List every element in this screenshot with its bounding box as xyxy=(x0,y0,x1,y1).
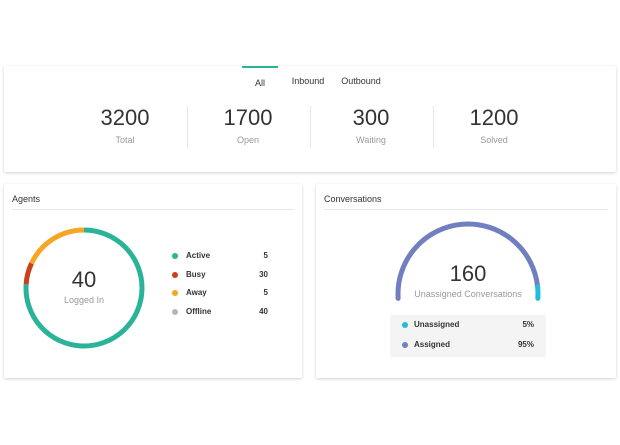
legend-label: Active xyxy=(186,251,211,260)
assigned-dot-icon xyxy=(402,342,408,348)
conversations-gauge-chart xyxy=(395,221,541,301)
legend-item-unassigned: Unassigned 5% xyxy=(390,319,546,335)
agents-center: 40 Logged In xyxy=(34,267,134,306)
away-dot-icon xyxy=(172,290,178,296)
channel-tabs: All Inbound Outbound xyxy=(4,66,616,96)
legend-value: 40 xyxy=(259,306,268,316)
stat-total-label: Total xyxy=(115,135,135,145)
legend-label: Unassigned xyxy=(414,320,460,329)
legend-value: 5 xyxy=(263,251,268,260)
conversations-card: Conversations 160 Unassigned Conversatio… xyxy=(316,184,616,378)
conversations-center: 160 Unassigned Conversations xyxy=(396,261,540,300)
legend-item-offline: Offline 40 xyxy=(172,306,268,325)
agents-donut-chart xyxy=(23,227,145,349)
agents-title: Agents xyxy=(12,194,41,204)
legend-label: Busy xyxy=(186,269,206,279)
stat-divider xyxy=(433,106,434,148)
agents-logged-in-count: 40 xyxy=(71,267,97,292)
stat-divider xyxy=(310,106,311,148)
legend-value: 95% xyxy=(517,340,534,349)
legend-label: Away xyxy=(186,288,207,297)
legend-value: 30 xyxy=(259,269,268,279)
unassigned-count: 160 xyxy=(449,261,487,286)
divider xyxy=(324,209,608,210)
stat-solved-label: Solved xyxy=(480,135,508,145)
stat-open: 1700 Open xyxy=(186,105,310,146)
unassigned-dot-icon xyxy=(402,322,408,328)
active-dot-icon xyxy=(172,253,178,259)
agents-logged-in-label: Logged In xyxy=(63,295,105,305)
offline-dot-icon xyxy=(172,308,178,315)
tab-inbound[interactable]: Inbound xyxy=(291,76,325,86)
agents-legend: Active 5 Busy 30 Away 5 Offline 40 xyxy=(172,250,268,324)
conversations-legend: Unassigned 5% Assigned 95% xyxy=(390,315,546,357)
legend-value: 5% xyxy=(522,320,534,329)
stat-open-label: Open xyxy=(236,135,260,145)
stat-divider xyxy=(187,106,188,148)
stat-open-value: 1700 xyxy=(223,105,273,130)
conversations-title: Conversations xyxy=(324,194,382,204)
gauge-segment-assigned xyxy=(395,221,541,301)
stat-solved: 1200 Solved xyxy=(432,105,556,146)
donut-slice-away xyxy=(29,227,85,265)
unassigned-label: Unassigned Conversations xyxy=(414,289,522,299)
donut-slice-busy xyxy=(23,262,34,285)
legend-value: 5 xyxy=(263,288,268,297)
agents-card: Agents 40 Logged In Active 5 Busy 30 Awa… xyxy=(4,184,302,378)
stat-total-value: 3200 xyxy=(100,105,150,130)
legend-item-active: Active 5 xyxy=(172,250,268,269)
stat-waiting-label: Waiting xyxy=(356,135,386,145)
donut-slice-active xyxy=(23,227,145,349)
legend-item-assigned: Assigned 95% xyxy=(390,339,546,355)
legend-item-away: Away 5 xyxy=(172,287,268,306)
legend-label: Assigned xyxy=(414,340,451,349)
stat-total: 3200 Total xyxy=(63,105,187,146)
legend-label: Offline xyxy=(186,306,212,316)
stat-solved-value: 1200 xyxy=(469,105,519,130)
legend-item-busy: Busy 30 xyxy=(172,269,268,288)
tab-all[interactable]: All xyxy=(242,66,278,92)
stat-waiting: 300 Waiting xyxy=(309,105,433,146)
busy-dot-icon xyxy=(172,271,178,278)
summary-card: All Inbound Outbound 3200 Total 1700 Ope… xyxy=(4,66,616,172)
divider xyxy=(12,209,294,210)
stat-waiting-value: 300 xyxy=(352,105,390,130)
stats-row: 3200 Total 1700 Open 300 Waiting 1200 So… xyxy=(4,106,616,156)
tab-outbound[interactable]: Outbound xyxy=(341,76,381,86)
